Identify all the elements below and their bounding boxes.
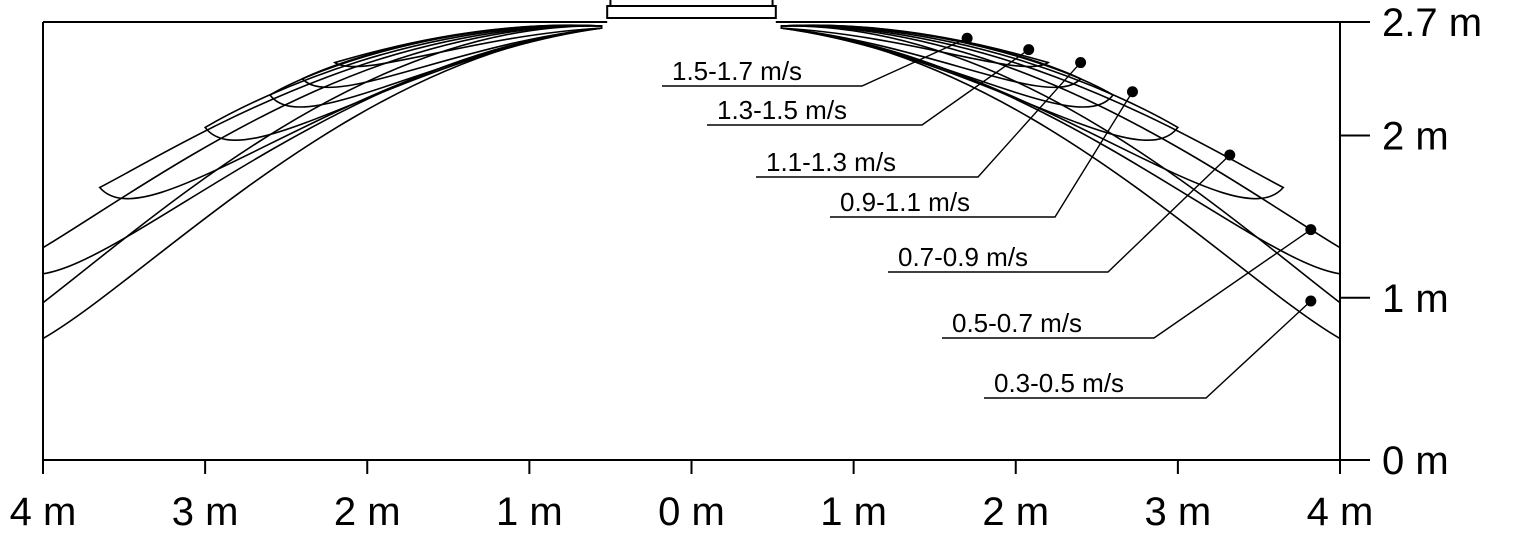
band-leader-line xyxy=(830,91,1134,218)
band-callout: 0.5-0.7 m/s xyxy=(942,224,1317,339)
band-callout: 0.7-0.9 m/s xyxy=(888,149,1236,273)
y-tick-label: 2.7 m xyxy=(1382,1,1482,45)
y-tick-label: 2 m xyxy=(1382,115,1449,159)
band-callout: 0.3-0.5 m/s xyxy=(984,295,1317,399)
plot-frame xyxy=(42,21,1341,461)
band-leader-line xyxy=(942,229,1312,339)
x-tick-label: 2 m xyxy=(982,490,1049,534)
contour-line xyxy=(203,24,603,141)
band-callout: 1.1-1.3 m/s xyxy=(756,57,1087,178)
band-marker-dot xyxy=(1075,57,1087,69)
band-marker-dot xyxy=(961,32,973,44)
y-tick-label: 1 m xyxy=(1382,277,1449,321)
band-callout: 1.3-1.5 m/s xyxy=(707,44,1035,126)
band-label: 0.7-0.9 m/s xyxy=(898,242,1028,272)
band-marker-dot xyxy=(1126,86,1138,98)
contour-line xyxy=(43,25,603,275)
x-axis: 4 m 3 m 2 m 1 m 0 m 1 m 2 m 3 m 4 m xyxy=(10,460,1374,534)
contour-line xyxy=(43,25,603,340)
band-label: 0.5-0.7 m/s xyxy=(952,308,1082,338)
air-outlet xyxy=(606,0,777,19)
y-tick-label: 0 m xyxy=(1382,439,1449,483)
x-tick-label: 0 m xyxy=(658,490,725,534)
band-leader-line xyxy=(707,49,1030,126)
band-marker-dot xyxy=(1023,44,1035,56)
x-tick-label: 3 m xyxy=(1145,490,1212,534)
x-tick-label: 1 m xyxy=(820,490,887,534)
x-tick-label: 1 m xyxy=(496,490,563,534)
contour-line xyxy=(98,25,603,200)
contour-line xyxy=(780,25,1285,200)
x-tick-label: 2 m xyxy=(334,490,401,534)
band-callouts: 1.5-1.7 m/s 1.3-1.5 m/s 1.1-1.3 m/s 0.9-1.1… xyxy=(662,32,1317,399)
x-tick-label: 4 m xyxy=(1307,490,1374,534)
band-leader-line xyxy=(984,300,1312,399)
band-leader-line xyxy=(756,62,1082,178)
band-leader-line xyxy=(888,154,1231,273)
band-leader-line xyxy=(662,37,968,87)
band-callout: 1.5-1.7 m/s xyxy=(662,32,973,87)
band-label: 1.1-1.3 m/s xyxy=(766,147,896,177)
contour-line xyxy=(780,24,1180,141)
band-label: 1.3-1.5 m/s xyxy=(717,95,847,125)
y-axis: 0 m 1 m 2 m 2.7 m xyxy=(1340,1,1482,483)
contour-line xyxy=(780,25,1340,275)
x-tick-label: 3 m xyxy=(172,490,239,534)
band-marker-dot xyxy=(1224,149,1236,161)
band-marker-dot xyxy=(1305,224,1317,236)
band-label: 0.3-0.5 m/s xyxy=(994,368,1124,398)
outlet-grille xyxy=(606,5,777,19)
plot-border xyxy=(42,22,1341,461)
contour-line xyxy=(780,25,1340,340)
contour-lines xyxy=(43,24,1340,340)
band-label: 0.9-1.1 m/s xyxy=(840,187,970,217)
band-label: 1.5-1.7 m/s xyxy=(672,56,802,86)
band-callout: 0.9-1.1 m/s xyxy=(830,86,1138,218)
band-marker-dot xyxy=(1305,295,1317,307)
x-tick-label: 4 m xyxy=(10,490,77,534)
